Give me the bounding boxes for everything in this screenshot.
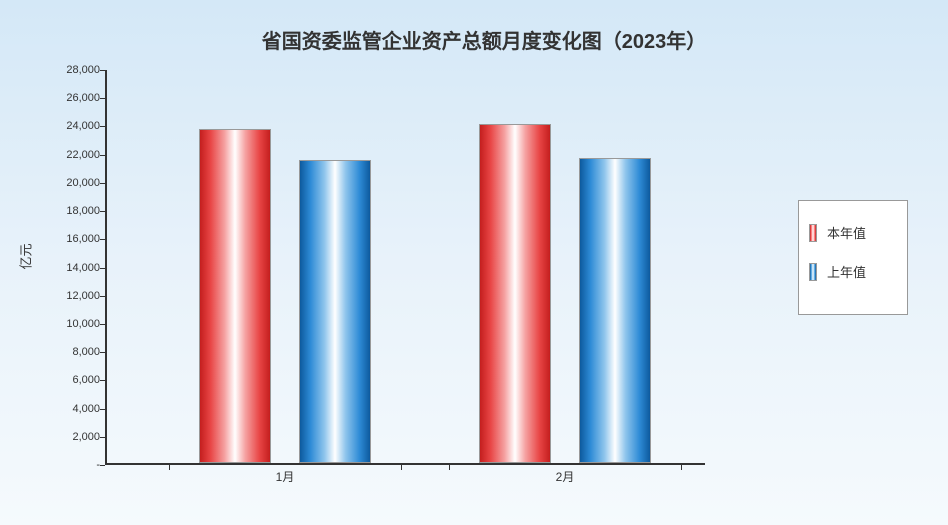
legend-label: 上年值 — [827, 262, 866, 281]
bar-blue — [299, 160, 371, 463]
bar-red — [199, 129, 271, 463]
y-tick-label: 28,000 — [66, 64, 100, 76]
x-tick-mark — [169, 465, 170, 470]
plot-area: 1月2月 — [105, 70, 705, 465]
legend-item: 上年值 — [809, 262, 897, 281]
y-tick-mark — [100, 296, 105, 297]
x-tick-mark — [449, 465, 450, 470]
x-tick-label: 1月 — [276, 468, 295, 485]
legend-swatch-blue — [809, 263, 817, 281]
legend-item: 本年值 — [809, 223, 897, 242]
y-tick-mark — [100, 70, 105, 71]
y-tick-label: 8,000 — [72, 346, 100, 358]
chart-container: 省国资委监管企业资产总额月度变化图（2023年） 亿元 -2,0004,0006… — [0, 0, 948, 525]
y-tick-mark — [100, 268, 105, 269]
y-tick-label: 20,000 — [66, 177, 100, 189]
legend: 本年值 上年值 — [798, 200, 908, 315]
x-tick-mark — [681, 465, 682, 470]
y-tick-mark — [100, 183, 105, 184]
y-tick-mark — [100, 324, 105, 325]
y-tick-label: 14,000 — [66, 262, 100, 274]
y-axis-line — [105, 70, 107, 465]
y-tick-mark — [100, 352, 105, 353]
legend-swatch-red — [809, 224, 817, 242]
y-tick-label: 22,000 — [66, 149, 100, 161]
bar-blue — [579, 158, 651, 463]
y-tick-label: 24,000 — [66, 120, 100, 132]
y-tick-mark — [100, 126, 105, 127]
y-axis: -2,0004,0006,0008,00010,00012,00014,0001… — [55, 70, 105, 465]
y-tick-mark — [100, 239, 105, 240]
y-tick-mark — [100, 155, 105, 156]
y-tick-label: 16,000 — [66, 233, 100, 245]
y-tick-label: 2,000 — [72, 431, 100, 443]
y-axis-label: 亿元 — [16, 243, 35, 269]
y-tick-mark — [100, 437, 105, 438]
chart-title: 省国资委监管企业资产总额月度变化图（2023年） — [60, 25, 908, 54]
y-tick-label: 4,000 — [72, 403, 100, 415]
bar-red — [479, 124, 551, 463]
y-tick-mark — [100, 98, 105, 99]
x-axis-line — [105, 463, 705, 465]
y-tick-label: 26,000 — [66, 92, 100, 104]
legend-label: 本年值 — [827, 223, 866, 242]
y-tick-label: 12,000 — [66, 290, 100, 302]
y-tick-mark — [100, 465, 105, 466]
x-tick-label: 2月 — [556, 468, 575, 485]
y-tick-mark — [100, 380, 105, 381]
x-tick-mark — [401, 465, 402, 470]
y-tick-label: 18,000 — [66, 205, 100, 217]
y-tick-label: 6,000 — [72, 374, 100, 386]
y-tick-label: 10,000 — [66, 318, 100, 330]
y-tick-mark — [100, 409, 105, 410]
y-tick-mark — [100, 211, 105, 212]
